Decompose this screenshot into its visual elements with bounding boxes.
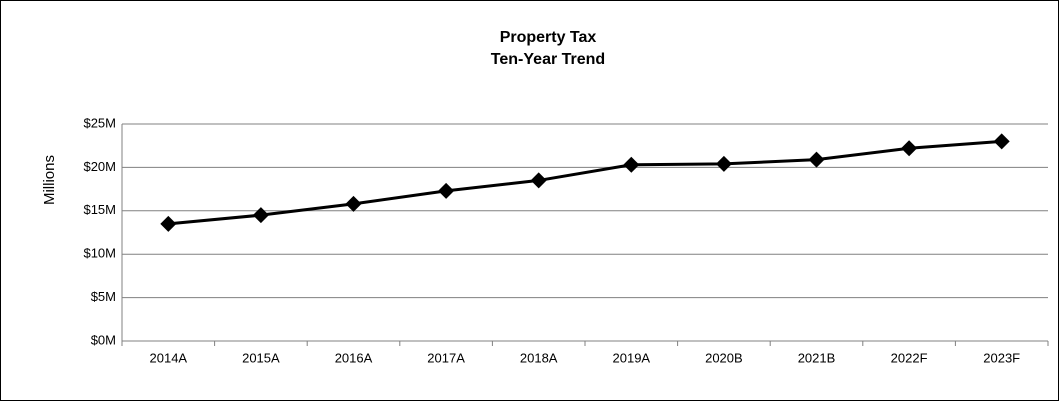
chart-title: Property Tax <box>500 29 597 46</box>
x-tick-label: 2021B <box>798 350 836 365</box>
x-tick-label: 2017A <box>427 350 465 365</box>
marker <box>345 195 362 212</box>
x-tick-label: 2016A <box>335 350 373 365</box>
y-tick-label: $25M <box>83 115 116 130</box>
marker <box>901 140 918 157</box>
y-tick-label: $20M <box>83 159 116 174</box>
marker <box>530 172 547 189</box>
x-tick-label: 2018A <box>520 350 558 365</box>
y-tick-label: $5M <box>91 289 116 304</box>
x-tick-label: 2023F <box>983 350 1020 365</box>
y-tick-label: $15M <box>83 202 116 217</box>
marker <box>715 155 732 172</box>
y-axis-label: Millions <box>41 155 58 205</box>
chart-subtitle: Ten-Year Trend <box>491 51 605 68</box>
x-tick-label: 2014A <box>150 350 188 365</box>
x-tick-label: 2022F <box>891 350 928 365</box>
marker <box>993 133 1010 150</box>
x-tick-label: 2019A <box>613 350 651 365</box>
x-tick-label: 2015A <box>242 350 280 365</box>
y-tick-label: $10M <box>83 246 116 261</box>
marker <box>808 151 825 168</box>
marker <box>252 207 269 224</box>
marker <box>160 215 177 232</box>
x-tick-label: 2020B <box>705 350 743 365</box>
line <box>168 139 1002 226</box>
marker <box>623 156 640 173</box>
y-tick-label: $0M <box>91 332 116 347</box>
marker <box>438 182 455 199</box>
